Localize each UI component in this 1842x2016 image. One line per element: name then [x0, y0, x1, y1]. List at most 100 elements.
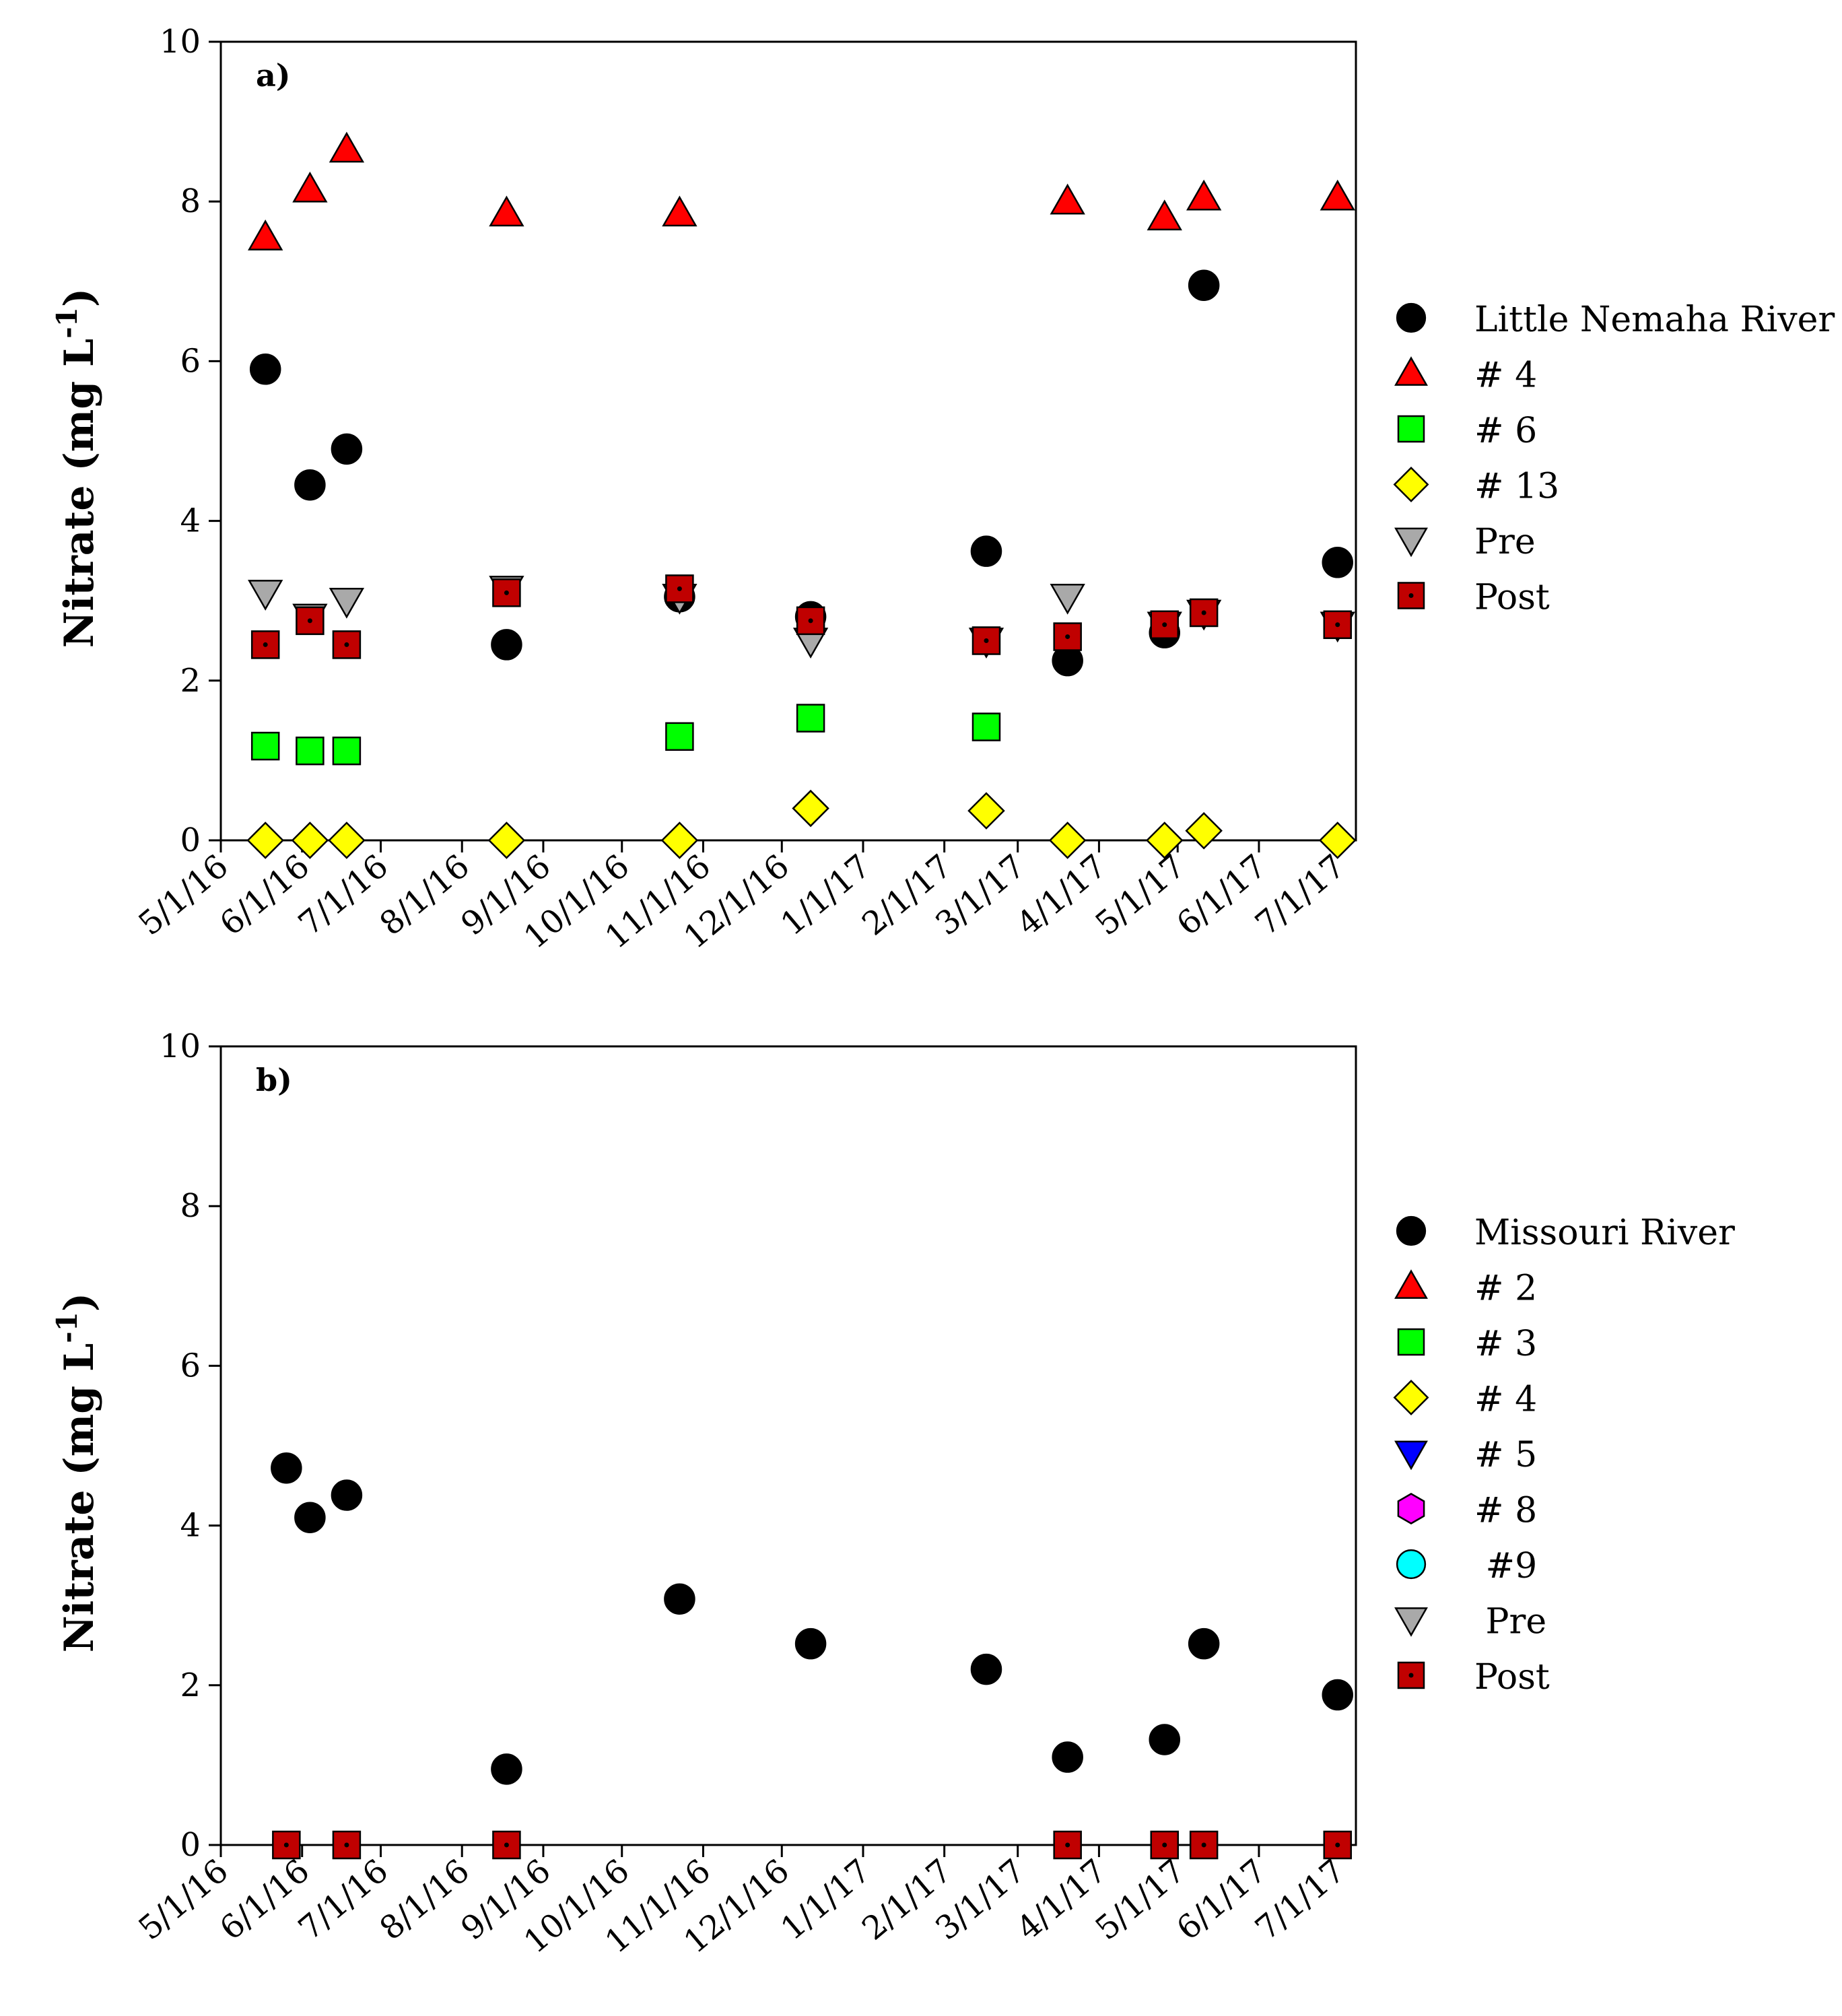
panel-a-y-axis-title: Nitrate (mg L-1) — [50, 288, 103, 648]
panel-a-point-2-0 — [250, 731, 280, 761]
panel-b-point-0-4 — [664, 1583, 695, 1615]
panel-b-point-8-3-center-dot — [1065, 1842, 1070, 1848]
panel-b-point-8-0-center-dot — [283, 1842, 289, 1848]
panel-b-x-tick-label: 7/1/16 — [292, 1852, 395, 1947]
panel-a-series-0 — [249, 269, 1353, 677]
panel-a-point-3-6 — [967, 792, 1005, 830]
panel-b-legend-marker-0 — [1396, 1215, 1427, 1246]
panel-a-point-5-7 — [1053, 622, 1082, 651]
panel-b-point-8-1 — [332, 1830, 362, 1860]
panel-b-point-8-4-center-dot — [1162, 1842, 1167, 1848]
panel-a-point-3-7 — [1048, 821, 1087, 859]
panel-b-point-0-7 — [1052, 1741, 1083, 1773]
panel-b-legend-label-7: Pre — [1474, 1602, 1546, 1642]
panel-b-legend-marker-5 — [1397, 1493, 1425, 1524]
panel-b-legend-label-5: # 8 — [1474, 1491, 1537, 1531]
panel-b-y-tick-label: 6 — [180, 1347, 201, 1384]
panel-b-point-8-5-center-dot — [1201, 1842, 1206, 1848]
panel-a-x-tick-label: 6/1/17 — [1169, 847, 1273, 943]
panel-b-point-8-1-center-dot — [344, 1842, 349, 1848]
panel-b-point-8-5 — [1189, 1830, 1219, 1860]
panel-a-point-3-3 — [487, 821, 526, 859]
panel-a-point-5-6 — [971, 626, 1001, 655]
panel-a-point-5-10-center-dot — [1335, 622, 1340, 628]
panel-a-legend-label-0: Little Nemaha River — [1474, 300, 1835, 340]
panel-b-point-8-6-center-dot — [1335, 1842, 1340, 1848]
panel-b-point-8-2 — [492, 1830, 521, 1860]
panel-b-x-tick-label: 6/1/16 — [213, 1852, 316, 1947]
panel-a-point-3-1 — [291, 821, 329, 859]
panel-a-point-3-9 — [1185, 812, 1223, 850]
panel-a-point-5-4-center-dot — [677, 586, 682, 591]
panel-a-point-3-8 — [1145, 821, 1184, 859]
panel-a-legend-label-3: # 13 — [1474, 467, 1559, 507]
panel-a-point-3-10 — [1318, 821, 1357, 859]
panel-b-legend-label-3: # 4 — [1474, 1380, 1537, 1420]
panel-a-legend-marker-2-shape — [1397, 415, 1425, 443]
panel-a-point-5-8 — [1150, 610, 1180, 640]
panel-b-x-tick-label: 8/1/16 — [373, 1852, 477, 1947]
panel-a-point-2-4 — [796, 704, 825, 733]
panel-a-x-tick-label: 5/1/16 — [131, 847, 235, 943]
panel-a-series-3 — [246, 789, 1357, 859]
panel-b-y-tick-label: 10 — [160, 1028, 201, 1065]
panel-a-legend-marker-2 — [1397, 415, 1425, 443]
panel-b-legend-marker-1 — [1394, 1269, 1428, 1299]
panel-a-label: a) — [256, 57, 291, 94]
panel-b-point-0-6 — [970, 1653, 1002, 1685]
panel-b-legend-marker-7 — [1394, 1607, 1428, 1637]
panel-a-legend-marker-4 — [1394, 527, 1428, 558]
panel-a-point-5-1-center-dot — [307, 618, 312, 624]
panel-a-point-2-2-shape — [332, 736, 362, 766]
panel-a-point-0-10 — [1322, 547, 1353, 578]
panel-b-x-tick-label: 1/1/17 — [774, 1852, 877, 1947]
panel-b-y-axis-title: Nitrate (mg L-1) — [50, 1293, 103, 1653]
panel-a-point-5-5 — [796, 606, 825, 636]
panel-a-point-4-2 — [329, 587, 365, 619]
panel-b-point-8-6 — [1323, 1830, 1352, 1860]
panel-a-series-2 — [250, 704, 1001, 766]
panel-a-point-5-2-center-dot — [344, 642, 349, 647]
panel-a-x-tick-label: 8/1/16 — [373, 847, 477, 943]
panel-a-point-2-4-shape — [796, 704, 825, 733]
panel-a-legend: Little Nemaha River # 4 # 6 # 13 Pre Post — [1393, 300, 1835, 618]
panel-a-point-2-3-shape — [665, 722, 694, 751]
panel-a-point-5-9-center-dot — [1201, 610, 1206, 615]
panel-a-y-tick-label: 10 — [160, 23, 201, 61]
panel-b-point-0-1 — [294, 1502, 326, 1533]
panel-a-point-3-2 — [328, 821, 366, 859]
panel-a-point-5-7-center-dot — [1065, 634, 1070, 640]
panel-a-point-5-2 — [332, 630, 362, 659]
panel-b-series-0 — [271, 1452, 1353, 1785]
panel-a-point-1-3 — [489, 195, 524, 227]
panel-a-point-0-0 — [249, 354, 281, 385]
panel-b-point-0-3 — [491, 1753, 522, 1785]
panel-b: 02468105/1/166/1/167/1/168/1/169/1/1610/… — [50, 1028, 1735, 1961]
panel-a-point-5-8-center-dot — [1162, 622, 1167, 628]
panel-b-x-tick-label: 4/1/17 — [1010, 1852, 1114, 1947]
panel-a-legend-marker-3 — [1393, 467, 1429, 502]
panel-a-point-2-3 — [665, 722, 694, 751]
panel-a-legend-label-4: Pre — [1474, 522, 1536, 562]
panel-b-point-8-5-shape — [1189, 1830, 1219, 1860]
panel-a-point-5-0-center-dot — [263, 642, 268, 647]
panel-b-legend-label-0: Missouri River — [1474, 1213, 1735, 1253]
panel-b-legend-marker-8-center-dot — [1408, 1673, 1414, 1678]
panel-a-point-2-2 — [332, 736, 362, 766]
panel-b-point-8-2-center-dot — [504, 1842, 509, 1848]
panel-a-point-2-1 — [296, 736, 325, 766]
panel-b-legend-marker-2-shape — [1397, 1328, 1425, 1356]
panel-a-series-1 — [248, 131, 1355, 250]
panel-a-point-4-7 — [1050, 584, 1085, 615]
panel-a-legend-marker-1 — [1394, 356, 1428, 386]
panel-a-x-tick-label: 7/1/17 — [1248, 847, 1352, 943]
panel-a-point-5-5-center-dot — [808, 618, 813, 624]
panel-b-y-tick-label: 2 — [180, 1667, 201, 1704]
panel-b-x-tick-label: 5/1/16 — [131, 1852, 235, 1947]
panel-a-point-5-3-center-dot — [504, 590, 509, 595]
panel-a-point-1-4 — [662, 195, 697, 227]
panel-b-point-0-2 — [331, 1479, 363, 1511]
panel-a-point-1-6 — [1147, 199, 1182, 231]
panel-a-point-3-5 — [792, 789, 829, 828]
panel-b-legend: Missouri River # 2 # 3 # 4 # 5 # 8 #9 Pre Post — [1393, 1213, 1735, 1698]
